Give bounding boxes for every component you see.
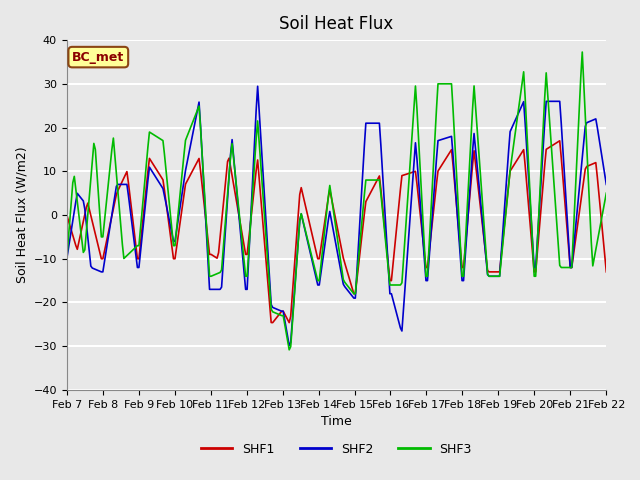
SHF1 xyxy=(224,158,232,164)
SHF3 xyxy=(242,274,250,279)
SHF3 xyxy=(574,138,582,144)
SHF2 xyxy=(285,343,293,348)
Line: SHF2: SHF2 xyxy=(67,86,606,346)
SHF3 xyxy=(579,49,586,55)
SHF2 xyxy=(224,195,232,201)
SHF3 xyxy=(129,247,137,253)
SHF1 xyxy=(602,269,610,275)
SHF1 xyxy=(251,182,259,188)
SHF2 xyxy=(254,84,262,89)
Line: SHF1: SHF1 xyxy=(67,141,606,323)
SHF3 xyxy=(300,223,308,229)
SHF2 xyxy=(575,186,583,192)
SHF2 xyxy=(251,138,259,144)
SHF2 xyxy=(129,228,137,234)
SHF3 xyxy=(251,159,259,165)
SHF3 xyxy=(224,191,232,197)
SHF1 xyxy=(556,138,564,144)
SHF1 xyxy=(63,212,70,218)
SHF1 xyxy=(300,198,308,204)
Y-axis label: Soil Heat Flux (W/m2): Soil Heat Flux (W/m2) xyxy=(15,147,28,283)
SHF3 xyxy=(63,256,70,262)
SHF1 xyxy=(129,218,137,224)
Line: SHF3: SHF3 xyxy=(67,52,606,350)
SHF2 xyxy=(302,230,310,236)
SHF1 xyxy=(269,320,276,325)
SHF2 xyxy=(602,181,610,187)
SHF3 xyxy=(285,347,293,353)
Title: Soil Heat Flux: Soil Heat Flux xyxy=(280,15,394,33)
SHF2 xyxy=(242,287,250,292)
SHF2 xyxy=(63,256,70,262)
SHF1 xyxy=(575,210,583,216)
X-axis label: Time: Time xyxy=(321,415,352,428)
Legend: SHF1, SHF2, SHF3: SHF1, SHF2, SHF3 xyxy=(196,438,477,461)
SHF1 xyxy=(242,252,250,257)
SHF3 xyxy=(602,190,610,196)
Text: BC_met: BC_met xyxy=(72,50,124,64)
